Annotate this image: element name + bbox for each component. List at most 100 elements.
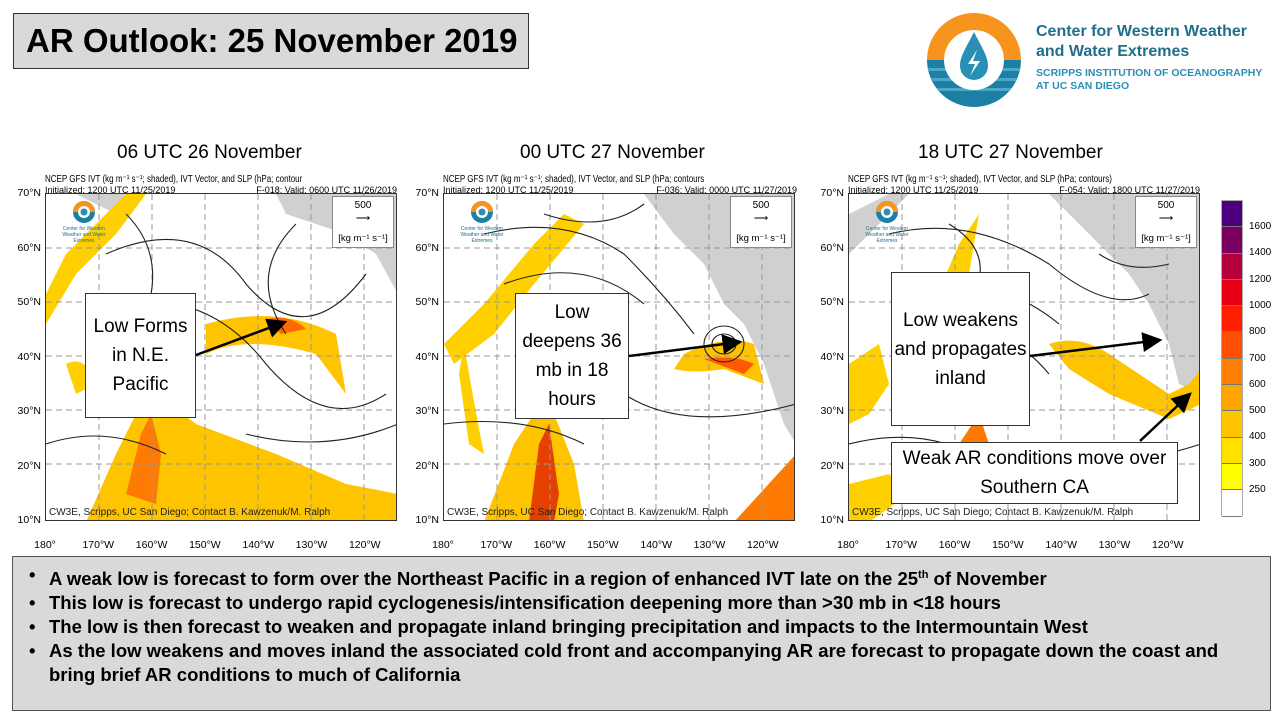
vector-unit: [kg m⁻¹ s⁻¹] (338, 233, 388, 244)
lon-label: 140°W (1045, 539, 1077, 551)
lon-label: 130°W (1098, 539, 1131, 551)
lon-label: 150°W (189, 539, 221, 551)
lon-label: 160°W (533, 539, 566, 551)
lon-label: 120°W (746, 539, 779, 551)
lat-label: 10°N (17, 514, 41, 526)
lat-label: 60°N (17, 241, 41, 254)
bullet-1: A weak low is forecast to form over the … (23, 563, 1260, 591)
lat-label: 30°N (820, 405, 844, 417)
lon-label: 170°W (885, 539, 918, 551)
slide-title: AR Outlook: 25 November 2019 (13, 13, 529, 69)
map-logo-text: Center for Western Weather and Water Ext… (460, 226, 504, 244)
logo-sub-line1: SCRIPPS INSTITUTION OF OCEANOGRAPHY (1036, 67, 1263, 79)
map-credit: CW3E, Scripps, UC San Diego; Contact B. … (49, 507, 331, 518)
callout-weak-ar: Weak AR conditions move over Southern CA (891, 442, 1178, 504)
panel-3-header: NCEP GFS IVT (kg m⁻¹ s⁻¹; shaded), IVT V… (848, 174, 1112, 185)
bullet-2: This low is forecast to undergo rapid cy… (23, 591, 1260, 615)
cw3e-mini-logo-icon (876, 201, 898, 223)
vector-ref-value: 500 (1157, 200, 1175, 211)
logo-org-line1: Center for Western Weather (1036, 23, 1248, 40)
colorbar-swatch (1222, 463, 1242, 491)
colorbar-label: 800 (1249, 326, 1266, 338)
colorbar-label: 1000 (1249, 299, 1272, 311)
vector-legend: 500 ⟶ [kg m⁻¹ s⁻¹] (332, 196, 394, 248)
lat-label: 20°N (820, 459, 844, 472)
panel-3-initialized: Initialized: 1200 UTC 11/25/2019 (848, 185, 979, 195)
colorbar-label: 300 (1249, 457, 1266, 469)
panel-2-title: 00 UTC 27 November (520, 142, 705, 163)
colorbar-swatch (1222, 279, 1242, 307)
lat-label: 50°N (17, 296, 41, 308)
panel-2-initialized: Initialized: 1200 UTC 11/25/2019 (443, 185, 574, 195)
vector-legend: 500 ⟶ [kg m⁻¹ s⁻¹] (730, 196, 792, 248)
colorbar-label: 1200 (1249, 273, 1272, 285)
lon-label: 120°W (1151, 539, 1184, 551)
colorbar-swatch (1222, 437, 1242, 464)
ivt-colorbar (1221, 200, 1243, 517)
lat-label: 50°N (415, 296, 439, 308)
lon-label: 180° (837, 539, 859, 551)
lon-label: 130°W (693, 539, 726, 551)
colorbar-swatch (1222, 385, 1242, 412)
vector-legend: 500 ⟶ [kg m⁻¹ s⁻¹] (1135, 196, 1197, 248)
colorbar-label: 1600 (1249, 221, 1272, 232)
lon-label: 180° (432, 539, 454, 551)
cw3e-logo: Center for Western Weather and Water Extr… (922, 12, 1277, 108)
map-logo-text: Center for Western Weather and Water Ext… (865, 226, 909, 244)
lat-label: 40°N (820, 350, 844, 363)
callout-low-weakens: Low weakens and propagates inland (891, 272, 1030, 426)
colorbar-swatch (1222, 253, 1242, 280)
colorbar-label: 1400 (1249, 247, 1272, 259)
callout-low-deepens: Low deepens 36 mb in 18 hours (515, 293, 629, 419)
colorbar-swatch (1222, 306, 1242, 333)
colorbar-swatch (1222, 358, 1242, 386)
panel-1-initialized: Initialized: 1200 UTC 11/25/2019 (45, 185, 176, 195)
bullet-1-text: A weak low is forecast to form over the … (49, 568, 919, 590)
lon-label: 130°W (295, 539, 328, 551)
lon-label: 170°W (82, 539, 115, 551)
panel-3-valid: F-054: Valid: 1800 UTC 11/27/2019 (1059, 185, 1200, 195)
colorbar-label: 500 (1249, 405, 1266, 417)
lat-label: 40°N (415, 350, 439, 363)
vector-arrow-icon: ⟶ (753, 213, 769, 224)
colorbar-label: 600 (1249, 378, 1266, 390)
lat-label: 10°N (415, 514, 439, 526)
vector-ref-value: 500 (752, 200, 770, 211)
lon-label: 160°W (135, 539, 168, 551)
vector-unit: [kg m⁻¹ s⁻¹] (1141, 233, 1191, 244)
lon-label: 150°W (992, 539, 1024, 551)
callout-low-forms: Low Forms in N.E. Pacific (85, 293, 196, 418)
lon-label: 150°W (587, 539, 619, 551)
lat-label: 60°N (415, 241, 439, 254)
lon-label: 120°W (348, 539, 381, 551)
colorbar-swatch (1222, 332, 1242, 359)
cw3e-mini-logo-icon (471, 201, 493, 223)
colorbar-label: 250 (1249, 484, 1266, 495)
colorbar-swatch (1222, 411, 1242, 438)
map-credit: CW3E, Scripps, UC San Diego; Contact B. … (852, 507, 1134, 518)
colorbar-swatch (1222, 227, 1242, 254)
ivt-map-2: Center for Western Weather and Water Ext… (443, 193, 795, 521)
bullet-1-sup: th (918, 569, 929, 581)
colorbar-swatch (1222, 201, 1242, 228)
bullet-1-tail: of November (928, 568, 1047, 590)
map-logo: Center for Western Weather and Water Ext… (452, 200, 512, 244)
lat-label: 20°N (415, 459, 439, 472)
panel-2-header: NCEP GFS IVT (kg m⁻¹ s⁻¹; shaded), IVT V… (443, 174, 705, 185)
lat-label: 60°N (820, 241, 844, 254)
lat-label: 10°N (820, 514, 844, 526)
vector-ref-value: 500 (354, 200, 372, 211)
summary-bullets: A weak low is forecast to form over the … (12, 556, 1271, 711)
bullet-4: As the low weakens and moves inland the … (23, 639, 1260, 687)
lon-label: 170°W (480, 539, 513, 551)
map-logo: Center for Western Weather and Water Ext… (54, 200, 114, 244)
lat-label: 50°N (820, 296, 844, 308)
vector-arrow-icon: ⟶ (355, 213, 371, 224)
lat-label: 70°N (820, 187, 844, 199)
panel-3-title: 18 UTC 27 November (918, 142, 1103, 163)
lat-label: 70°N (415, 187, 439, 199)
bullet-3: The low is then forecast to weaken and p… (23, 615, 1260, 639)
map-logo-text: Center for Western Weather and Water Ext… (62, 226, 106, 244)
lon-label: 140°W (640, 539, 672, 551)
cw3e-emblem-icon (927, 13, 1021, 107)
